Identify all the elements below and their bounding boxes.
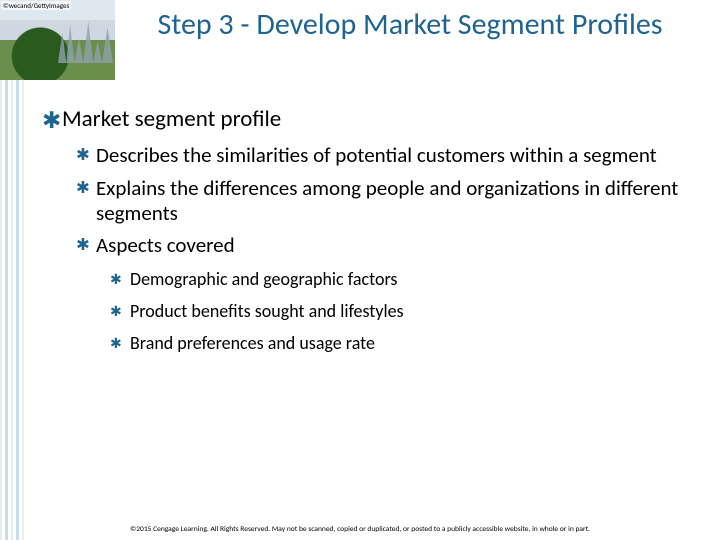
corner-photo [0,0,115,80]
item-text: Aspects covered [96,233,692,258]
asterisk-icon: ✱ [110,335,130,357]
asterisk-icon: ✱ [110,271,130,293]
item-text: Describes the similarities of potential … [96,143,692,168]
content-area: ✱ Market segment profile ✱ Describes the… [42,105,692,364]
item-text: Explains the differences among people an… [96,176,692,226]
copyright-footer: ©2015 Cengage Learning. All Rights Reser… [0,525,720,534]
slide-title: Step 3 - Develop Market Segment Profiles [130,8,690,43]
list-item: ✱ Market segment profile [42,105,692,133]
item-text: Market segment profile [62,105,692,133]
list-item: ✱ Demographic and geographic factors [110,268,692,290]
decorative-stripes [0,0,30,540]
item-text: Product benefits sought and lifestyles [130,300,692,322]
list-item: ✱ Describes the similarities of potentia… [76,143,692,168]
list-item: ✱ Explains the differences among people … [76,176,692,226]
asterisk-icon: ✱ [76,179,96,229]
item-text: Demographic and geographic factors [130,268,692,290]
asterisk-icon: ✱ [42,107,62,135]
asterisk-icon: ✱ [76,236,96,261]
item-text: Brand preferences and usage rate [130,332,692,354]
asterisk-icon: ✱ [110,303,130,325]
list-item: ✱ Aspects covered [76,233,692,258]
slide: ©wecand/GettyImages Step 3 - Develop Mar… [0,0,720,540]
asterisk-icon: ✱ [76,146,96,171]
list-item: ✱ Product benefits sought and lifestyles [110,300,692,322]
list-item: ✱ Brand preferences and usage rate [110,332,692,354]
photo-attribution: ©wecand/GettyImages [1,1,71,10]
